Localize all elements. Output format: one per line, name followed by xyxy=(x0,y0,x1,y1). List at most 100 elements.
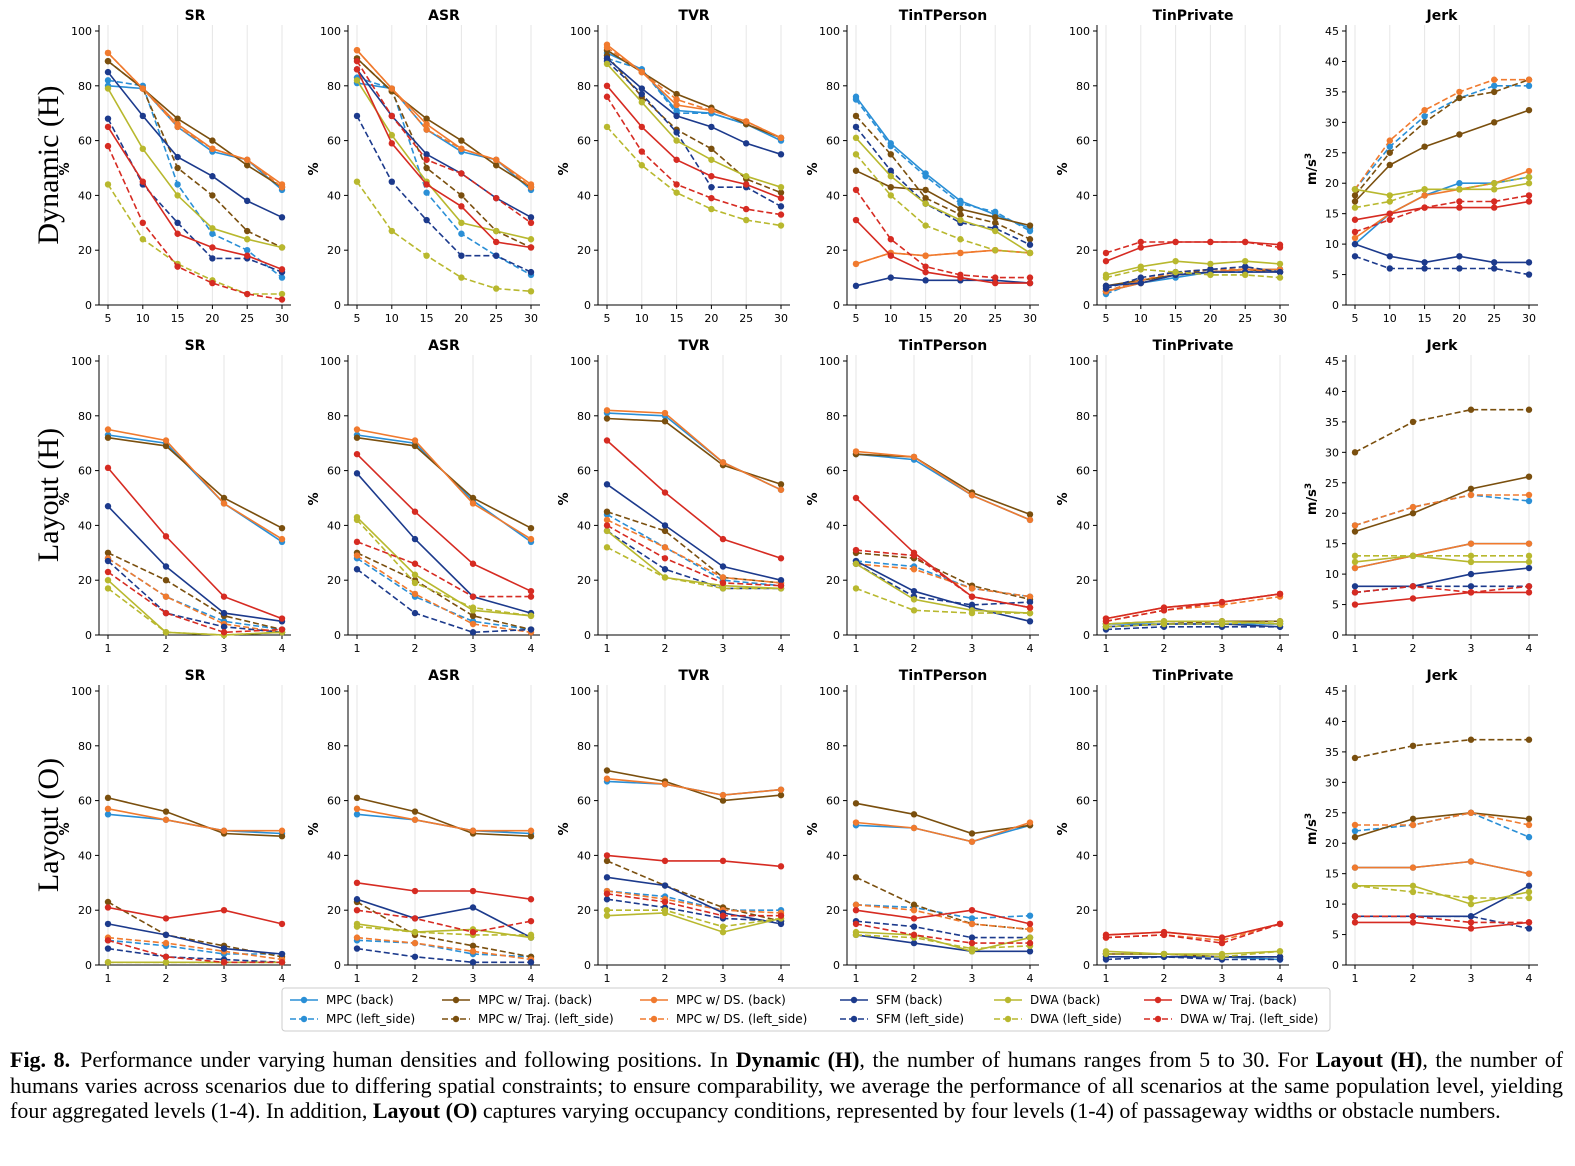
x-tick-label: 15 xyxy=(1169,312,1183,325)
data-point xyxy=(661,574,669,581)
y-tick-label: 60 xyxy=(826,795,840,808)
y-axis-label: % xyxy=(557,162,572,175)
data-point xyxy=(1421,186,1428,193)
data-point xyxy=(968,593,976,600)
x-tick-label: 4 xyxy=(1277,642,1284,655)
series-line xyxy=(107,906,283,925)
data-point xyxy=(209,192,216,199)
data-point xyxy=(1172,257,1179,265)
data-point xyxy=(922,222,929,229)
y-axis-label: m/s3 xyxy=(1304,153,1320,185)
x-tick-label: 3 xyxy=(221,972,228,985)
series-line xyxy=(107,939,282,964)
series-10 xyxy=(603,82,785,202)
legend-swatch-marker xyxy=(650,996,658,1004)
y-tick-label: 20 xyxy=(1076,904,1090,917)
series-line xyxy=(1354,109,1530,203)
series-3 xyxy=(104,57,286,251)
data-point xyxy=(1026,511,1034,518)
data-point xyxy=(1409,503,1417,511)
panel-title: SR xyxy=(185,338,206,354)
data-point xyxy=(1491,82,1498,90)
series-11 xyxy=(1102,920,1284,947)
caption-segment: Layout (O) xyxy=(372,1098,478,1123)
series-line xyxy=(1354,554,1529,563)
data-point xyxy=(278,244,286,251)
data-point xyxy=(1456,198,1463,205)
data-point xyxy=(922,277,929,284)
series-11 xyxy=(104,568,286,636)
data-point xyxy=(162,563,170,570)
series-line xyxy=(356,516,532,617)
data-point xyxy=(458,252,465,259)
data-point xyxy=(244,247,251,254)
series-line xyxy=(1354,170,1530,239)
data-point xyxy=(278,626,286,633)
data-point xyxy=(458,203,465,210)
data-point xyxy=(527,183,535,191)
data-point xyxy=(852,167,860,174)
x-tick-label: 4 xyxy=(1526,642,1533,655)
data-point xyxy=(527,612,535,620)
x-tick-label: 3 xyxy=(720,642,727,655)
data-point xyxy=(1525,821,1533,829)
data-point xyxy=(1456,180,1463,187)
series-5 xyxy=(353,46,535,191)
series-7 xyxy=(1102,263,1284,292)
data-point xyxy=(1525,540,1533,547)
data-point xyxy=(1102,274,1110,281)
data-point xyxy=(104,568,112,576)
data-point xyxy=(209,145,216,153)
data-point xyxy=(1525,882,1533,890)
data-point xyxy=(1351,864,1359,871)
y-tick-label: 80 xyxy=(327,740,341,753)
data-point xyxy=(353,470,361,477)
data-point xyxy=(469,500,477,507)
x-tick-label: 2 xyxy=(911,642,918,655)
series-10 xyxy=(353,450,535,595)
data-point xyxy=(1525,271,1533,278)
data-point xyxy=(673,112,680,120)
data-point xyxy=(992,227,999,235)
data-point xyxy=(1218,953,1226,960)
series-4 xyxy=(104,805,286,834)
data-point xyxy=(887,192,894,199)
series-2 xyxy=(353,434,535,532)
data-point xyxy=(411,442,419,450)
data-point xyxy=(719,585,727,592)
data-point xyxy=(673,101,680,109)
data-point xyxy=(493,162,500,169)
data-point xyxy=(1386,253,1394,260)
legend-item: SFM (back) xyxy=(840,993,943,1007)
data-point xyxy=(910,453,918,461)
series-4 xyxy=(852,819,1034,845)
data-point xyxy=(139,112,146,120)
data-point xyxy=(388,178,395,185)
data-point xyxy=(992,274,999,281)
x-tick-label: 1 xyxy=(1103,642,1110,655)
y-tick-label: 40 xyxy=(577,849,591,862)
data-point xyxy=(852,800,860,807)
data-point xyxy=(968,601,976,609)
data-point xyxy=(887,252,894,259)
y-tick-label: 0 xyxy=(584,629,591,642)
series-line xyxy=(356,901,532,958)
series-line xyxy=(855,903,1031,931)
y-tick-label: 25 xyxy=(1325,807,1339,820)
legend-label: DWA (left_side) xyxy=(1030,1012,1122,1026)
x-tick-label: 2 xyxy=(662,642,669,655)
data-point xyxy=(673,181,680,188)
y-tick-label: 20 xyxy=(1325,507,1339,520)
data-point xyxy=(777,786,785,793)
series-10 xyxy=(603,437,785,562)
y-tick-label: 60 xyxy=(1076,465,1090,478)
y-tick-label: 40 xyxy=(826,519,840,532)
data-point xyxy=(719,579,727,587)
series-line xyxy=(107,52,283,188)
data-point xyxy=(469,887,477,895)
legend-label: MPC w/ DS. (back) xyxy=(676,993,786,1007)
series-line xyxy=(855,137,1031,254)
series-line xyxy=(356,557,532,631)
series-0 xyxy=(852,93,1034,232)
data-point xyxy=(162,437,170,444)
